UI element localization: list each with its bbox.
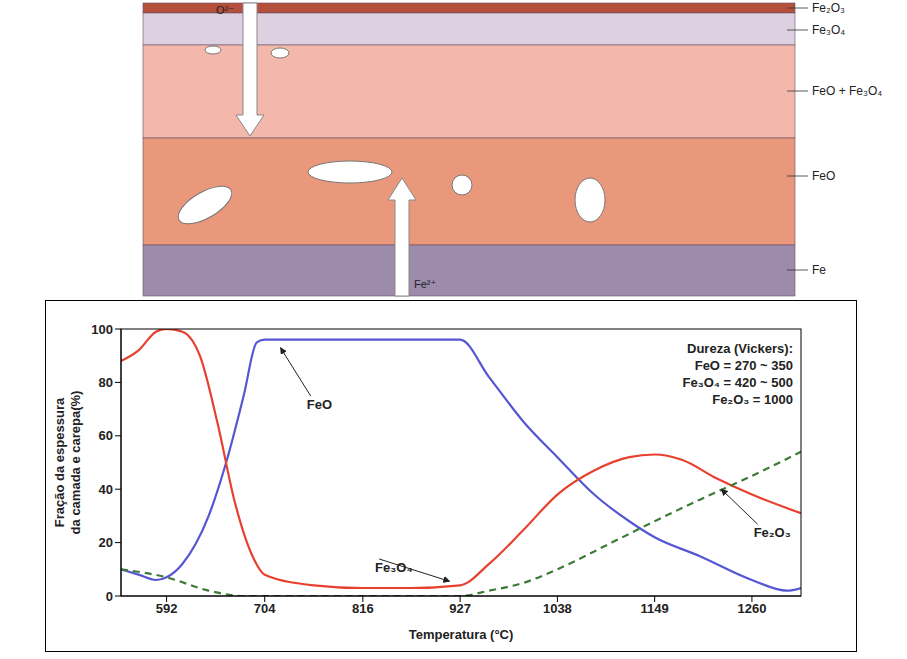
- svg-text:Fe₃O₄ = 420 ~ 500: Fe₃O₄ = 420 ~ 500: [683, 375, 794, 390]
- svg-text:FeO: FeO: [307, 397, 332, 412]
- svg-text:927: 927: [449, 601, 471, 616]
- svg-text:100: 100: [91, 322, 113, 337]
- svg-text:Fe₂O₃ = 1000: Fe₂O₃ = 1000: [712, 392, 793, 407]
- svg-text:Fração da espessura: Fração da espessura: [52, 397, 67, 527]
- svg-text:1038: 1038: [543, 601, 572, 616]
- svg-text:0: 0: [106, 589, 113, 604]
- svg-text:Fe²⁺: Fe²⁺: [414, 278, 437, 290]
- svg-text:816: 816: [352, 601, 374, 616]
- svg-text:FeO = 270 ~ 350: FeO = 270 ~ 350: [695, 358, 793, 373]
- svg-text:20: 20: [99, 535, 113, 550]
- svg-text:1149: 1149: [641, 601, 669, 616]
- svg-text:O²⁻: O²⁻: [216, 4, 234, 16]
- svg-text:Fe₂O₃: Fe₂O₃: [812, 1, 845, 15]
- svg-text:592: 592: [156, 601, 178, 616]
- svg-text:Fe₃O₄: Fe₃O₄: [812, 23, 845, 37]
- svg-text:80: 80: [99, 375, 113, 390]
- svg-text:FeO: FeO: [812, 169, 835, 183]
- svg-text:Fe: Fe: [812, 263, 826, 277]
- svg-text:Fe₃O₄: Fe₃O₄: [375, 560, 413, 575]
- svg-text:FeO + Fe₃O₄: FeO + Fe₃O₄: [812, 84, 882, 98]
- svg-text:da camada e carepa(%): da camada e carepa(%): [68, 391, 83, 535]
- svg-text:40: 40: [99, 482, 113, 497]
- svg-text:Fe₂O₃: Fe₂O₃: [754, 525, 791, 540]
- svg-text:704: 704: [254, 601, 276, 616]
- svg-text:1260: 1260: [737, 601, 766, 616]
- svg-text:Dureza (Vickers):: Dureza (Vickers):: [687, 341, 793, 356]
- svg-text:Temperatura (°C): Temperatura (°C): [409, 627, 514, 642]
- svg-text:60: 60: [99, 428, 113, 443]
